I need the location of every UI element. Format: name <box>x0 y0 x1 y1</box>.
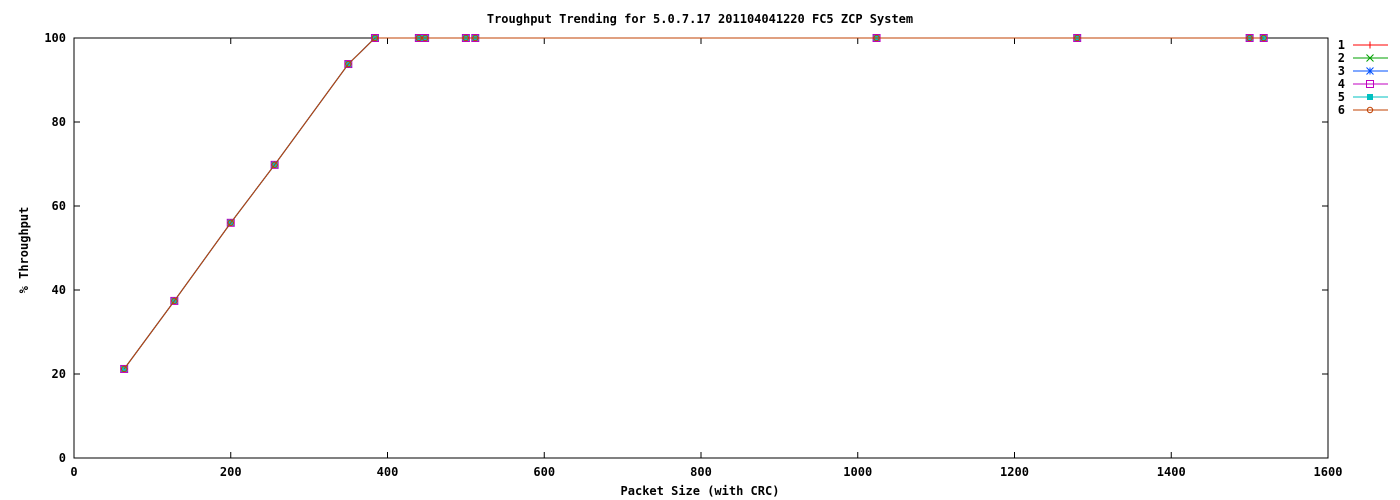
data-point-marker <box>120 365 128 373</box>
x-tick-label: 200 <box>220 465 242 479</box>
x-tick-label: 800 <box>690 465 712 479</box>
data-point-marker <box>1366 41 1374 49</box>
x-tick-label: 400 <box>377 465 399 479</box>
data-point-marker <box>1246 34 1253 42</box>
data-point-marker <box>1366 67 1374 75</box>
data-point-marker <box>170 296 179 305</box>
y-axis: 0 20 40 60 80 100 <box>44 31 1328 465</box>
data-point-marker <box>873 34 880 42</box>
series-6 <box>120 34 1267 373</box>
data-point-marker <box>171 297 178 305</box>
legend-label: 6 <box>1338 103 1345 117</box>
data-point-marker <box>227 219 234 227</box>
legend-item: 1 <box>1338 38 1388 52</box>
plot-frame <box>73 37 1329 459</box>
y-tick-label: 20 <box>52 367 66 381</box>
chart-title: Troughput Trending for 5.0.7.17 20110404… <box>487 12 913 26</box>
series-line <box>123 37 1264 370</box>
data-point-marker <box>371 34 379 42</box>
data-point-marker <box>1366 54 1374 62</box>
data-point-marker <box>1366 106 1374 114</box>
x-tick-label: 1400 <box>1157 465 1186 479</box>
y-axis-label: % Throughput <box>17 207 31 294</box>
data-point-marker <box>1366 80 1374 88</box>
data-point-marker <box>472 34 479 42</box>
series-4 <box>120 34 1268 373</box>
data-point-marker <box>415 34 423 42</box>
data-point-marker <box>1367 94 1373 100</box>
x-tick-label: 600 <box>533 465 555 479</box>
series-line <box>123 37 1264 370</box>
data-point-marker <box>1260 34 1267 42</box>
data-point-marker <box>344 60 353 69</box>
y-tick-label: 80 <box>52 115 66 129</box>
data-point-marker <box>120 364 129 373</box>
series-layer <box>120 34 1268 373</box>
data-point-marker <box>345 60 352 68</box>
legend-label: 4 <box>1338 77 1345 91</box>
legend-item: 4 <box>1338 77 1388 91</box>
legend-label: 2 <box>1338 51 1345 65</box>
series-line <box>123 37 1264 370</box>
series-5 <box>121 35 1267 372</box>
x-tick-label: 1000 <box>843 465 872 479</box>
x-tick-label: 1600 <box>1314 465 1343 479</box>
series-line <box>123 37 1264 370</box>
data-point-marker <box>270 160 279 169</box>
x-tick-label: 1200 <box>1000 465 1029 479</box>
legend-item: 2 <box>1338 51 1388 65</box>
legend-item: 6 <box>1338 103 1388 117</box>
y-tick-label: 40 <box>52 283 66 297</box>
y-tick-label: 100 <box>44 31 66 45</box>
series-2 <box>120 34 1268 373</box>
legend-item: 3 <box>1338 64 1388 78</box>
y-tick-label: 0 <box>59 451 66 465</box>
x-tick-label: 0 <box>70 465 77 479</box>
data-point-marker <box>226 218 235 227</box>
legend-item: 5 <box>1338 90 1388 104</box>
data-point-marker <box>421 34 429 42</box>
x-axis: 0 200 400 600 800 1000 1200 1400 1600 <box>70 38 1342 479</box>
series-line <box>123 37 1264 370</box>
legend-label: 5 <box>1338 90 1345 104</box>
series-1 <box>120 34 1268 373</box>
x-axis-label: Packet Size (with CRC) <box>621 484 780 498</box>
legend-label: 3 <box>1338 64 1345 78</box>
data-point-marker <box>1260 35 1267 41</box>
data-point-marker <box>271 161 278 169</box>
y-tick-label: 60 <box>52 199 66 213</box>
series-line <box>123 37 1264 370</box>
data-point-marker <box>1074 34 1081 42</box>
series-3 <box>120 34 1268 373</box>
legend-label: 1 <box>1338 38 1345 52</box>
data-point-marker <box>462 34 470 42</box>
